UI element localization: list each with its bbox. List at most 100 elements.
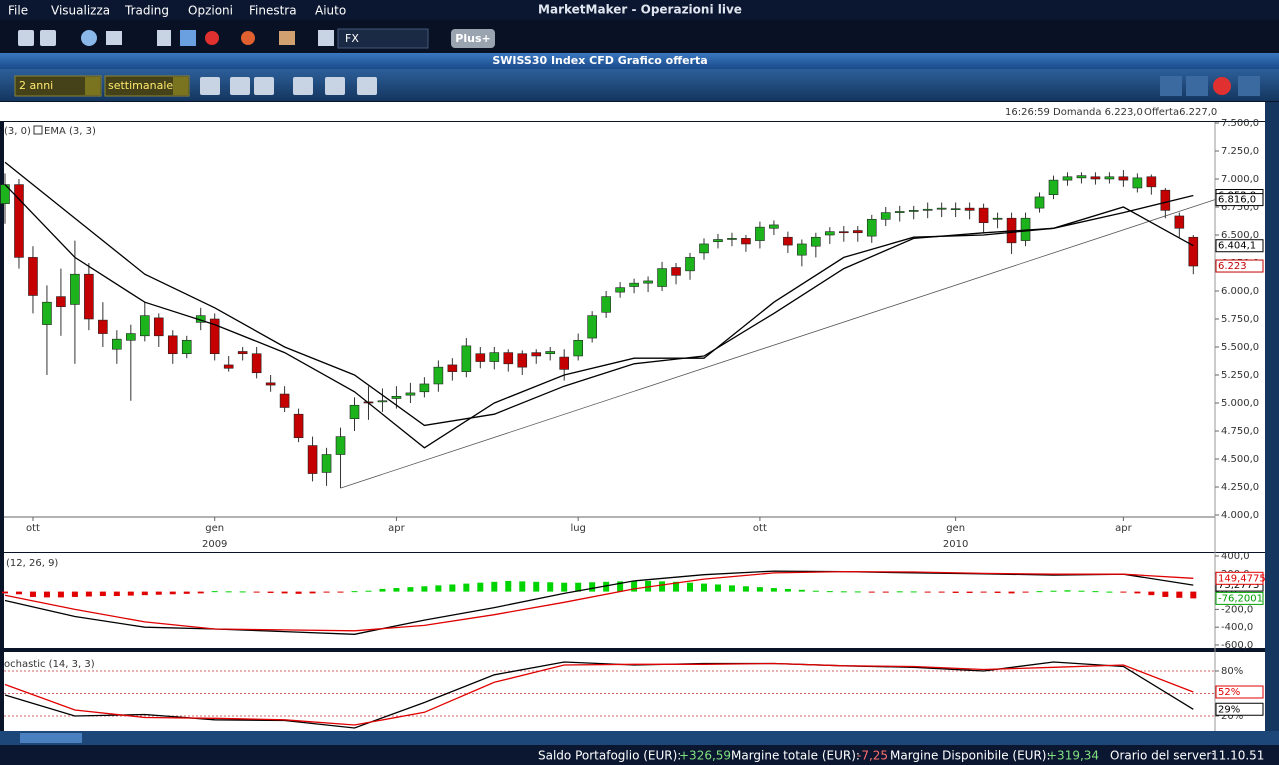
candle-body: [349, 404, 360, 419]
histogram-bar: [491, 581, 498, 592]
candle-body: [936, 207, 947, 210]
candle-body: [335, 436, 346, 455]
dropdown-arrow[interactable]: [173, 77, 188, 95]
period-select[interactable]: [14, 75, 102, 97]
interval-select[interactable]: [104, 75, 190, 97]
candle-body: [811, 236, 821, 247]
y-tick-label: 5.750,0: [1221, 314, 1259, 325]
y-tick-label: 7.000,0: [1221, 174, 1259, 185]
candle-body: [391, 395, 402, 399]
icon[interactable]: [40, 30, 56, 46]
histogram-bar: [505, 580, 512, 592]
candle-body: [167, 335, 178, 355]
histogram-bar: [896, 591, 903, 593]
candle-body: [685, 257, 695, 272]
menu-item[interactable]: Trading: [124, 4, 169, 18]
histogram-bar: [687, 582, 694, 592]
status-value: +319,34: [1047, 749, 1099, 763]
menu-item[interactable]: Visualizza: [51, 4, 110, 18]
status-value: +326,59: [679, 749, 731, 763]
status-label: Saldo Portafoglio (EUR):: [538, 749, 681, 763]
dropdown-arrow[interactable]: [85, 77, 100, 95]
trendline: [340, 199, 1216, 489]
candle-body: [1188, 236, 1199, 267]
histogram-bar: [295, 591, 302, 594]
menu-item[interactable]: Aiuto: [315, 4, 346, 18]
histogram-bar: [645, 580, 652, 592]
candle-body: [1104, 176, 1115, 180]
scroll-thumb[interactable]: [20, 733, 82, 743]
icon[interactable]: [180, 30, 196, 46]
candle-body: [755, 226, 765, 241]
tool[interactable]: [293, 77, 313, 95]
quote-time: 16:26:59: [1005, 107, 1050, 118]
histogram-bar: [1106, 591, 1113, 593]
value-label: 6.816,0: [1218, 195, 1256, 206]
x-tick-label: ott: [26, 523, 40, 534]
y-tick-label: -400,0: [1221, 622, 1253, 633]
tool[interactable]: [1213, 77, 1231, 95]
icon[interactable]: [106, 31, 122, 45]
period-value: 2 anni: [19, 79, 53, 92]
histogram-bar: [603, 581, 610, 592]
value-label: -76,2001: [1218, 593, 1263, 604]
vertical-scrollbar[interactable]: [1265, 102, 1279, 731]
tool[interactable]: [1186, 76, 1208, 96]
candle-body: [866, 219, 877, 237]
legend-entry: EMA (3, 3): [44, 126, 96, 137]
tool[interactable]: [325, 77, 345, 95]
tool[interactable]: [200, 77, 220, 95]
histogram-bar: [239, 591, 246, 593]
icon[interactable]: [318, 30, 334, 46]
icon[interactable]: [241, 31, 255, 45]
value-label-box: [1215, 591, 1264, 605]
value-label-box: [1215, 571, 1264, 585]
histogram-bar: [43, 591, 50, 598]
status-bar: [0, 745, 1279, 765]
candle-body: [950, 208, 961, 210]
candle-body: [587, 315, 597, 339]
histogram-bar: [351, 591, 358, 593]
menu-item[interactable]: File: [8, 4, 28, 18]
status-label: Margine Disponibile (EUR):: [890, 749, 1051, 763]
icon[interactable]: [18, 30, 34, 46]
legend-checkbox[interactable]: [33, 125, 43, 135]
candle-body: [28, 257, 38, 296]
histogram-bar: [924, 591, 931, 593]
candle-body: [1160, 189, 1171, 211]
icon[interactable]: [205, 31, 219, 45]
horizontal-scrollbar[interactable]: [0, 731, 1279, 745]
plus-button[interactable]: [451, 29, 495, 48]
histogram-bar: [1120, 591, 1127, 593]
candle-body: [838, 231, 849, 234]
menu-item[interactable]: Opzioni: [188, 4, 233, 18]
x-tick-label: ott: [753, 523, 767, 534]
histogram-bar: [994, 591, 1001, 593]
candle-body: [140, 315, 150, 337]
histogram-bar: [575, 582, 582, 592]
tool[interactable]: [254, 77, 274, 95]
histogram-bar: [379, 588, 386, 592]
tool[interactable]: [1160, 76, 1182, 96]
histogram-bar: [728, 585, 735, 592]
candle-body: [545, 351, 556, 355]
histogram-bar: [1162, 591, 1169, 597]
y-tick-label: 5.000,0: [1221, 398, 1259, 409]
tool[interactable]: [230, 77, 250, 95]
candle-body: [209, 318, 220, 355]
symbol-select[interactable]: [337, 28, 429, 49]
candle-body: [126, 333, 136, 341]
icon[interactable]: [279, 31, 295, 45]
y-tick-label: 4.250,0: [1221, 482, 1259, 493]
value-label-box: [1215, 702, 1264, 716]
histogram-bar: [2, 591, 8, 594]
icon[interactable]: [81, 30, 97, 46]
histogram-bar: [742, 586, 749, 592]
icon[interactable]: [157, 30, 171, 46]
tool[interactable]: [1238, 76, 1260, 96]
menu-item[interactable]: Finestra: [249, 4, 297, 18]
tool[interactable]: [357, 77, 377, 95]
histogram-bar: [337, 591, 344, 593]
value-label-box: [1215, 193, 1264, 207]
